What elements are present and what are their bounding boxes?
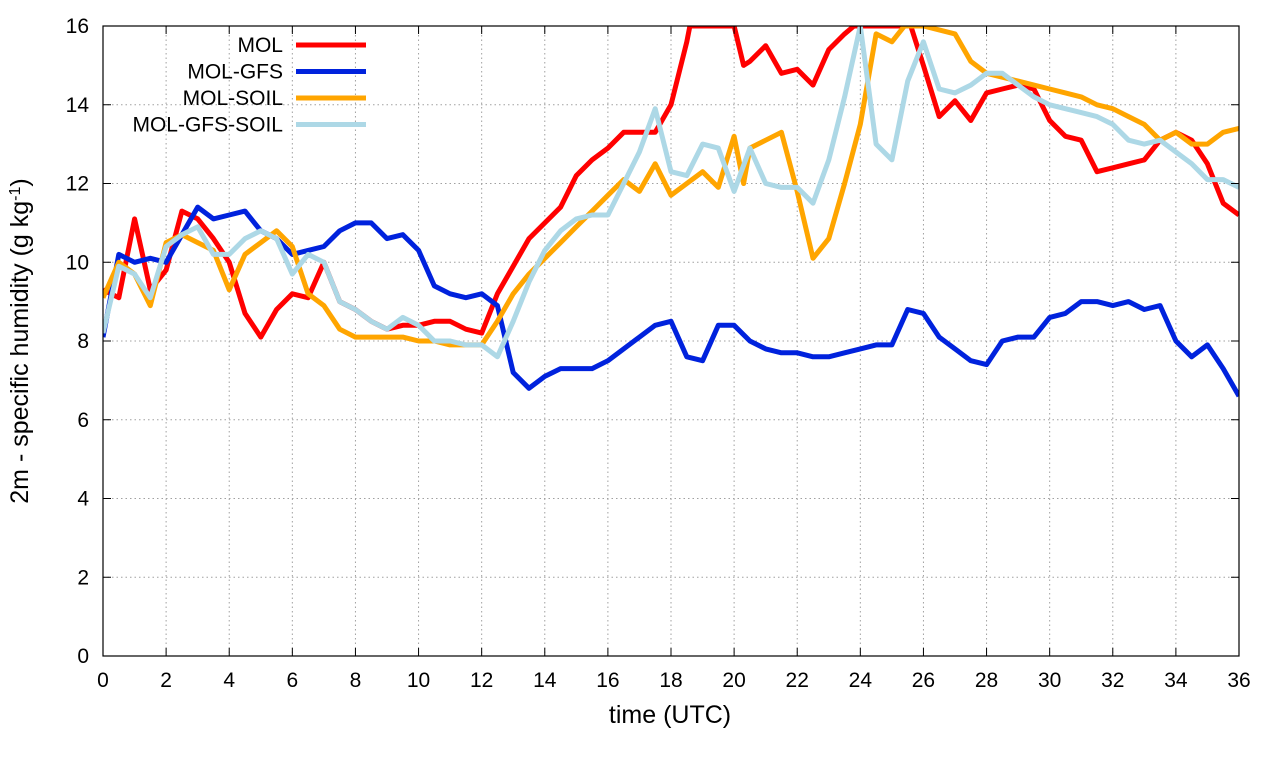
- x-tick-label: 36: [1227, 669, 1250, 692]
- x-tick-label: 16: [596, 669, 619, 692]
- x-tick-label: 2: [160, 669, 172, 692]
- series-line-mol-soil: [103, 26, 1239, 348]
- x-tick-label: 6: [286, 669, 298, 692]
- x-tick-label: 10: [407, 669, 430, 692]
- x-tick-label: 8: [350, 669, 362, 692]
- x-axis-title: time (UTC): [609, 701, 731, 729]
- y-tick-label: 10: [66, 251, 89, 274]
- x-tick-label: 0: [97, 669, 109, 692]
- y-tick-label: 8: [77, 330, 89, 353]
- legend: MOL MOL-GFS MOL-SOIL MOL-GFS-SOIL: [132, 34, 366, 137]
- x-tick-label: 18: [659, 669, 682, 692]
- series-line-mol: [103, 26, 1239, 340]
- x-tick-label: 20: [722, 669, 745, 692]
- y-tick-label: 14: [66, 94, 90, 117]
- x-tick-label: 28: [975, 669, 998, 692]
- y-axis-title-superscript: -1: [7, 187, 24, 201]
- x-tick-label: 34: [1164, 669, 1188, 692]
- legend-label: MOL-GFS-SOIL: [132, 114, 283, 137]
- y-tick-label: 2: [77, 566, 89, 589]
- legend-label: MOL: [237, 34, 283, 57]
- series-group: [103, 26, 1239, 398]
- y-tick-label: 16: [66, 15, 89, 38]
- y-tick-label: 4: [77, 488, 89, 511]
- y-tick-label: 0: [77, 645, 89, 668]
- x-tick-label: 14: [533, 669, 557, 692]
- x-tick-label: 26: [912, 669, 935, 692]
- series-line-mol-gfs-soil: [103, 26, 1239, 360]
- y-tick-label: 6: [77, 409, 89, 432]
- y-tick-label: 12: [66, 173, 89, 196]
- x-tick-label: 30: [1038, 669, 1061, 692]
- x-tick-label: 22: [786, 669, 809, 692]
- x-tick-label: 4: [223, 669, 235, 692]
- x-tick-label: 24: [849, 669, 873, 692]
- series-line-mol-gfs: [103, 204, 1239, 398]
- x-tick-label: 32: [1101, 669, 1124, 692]
- y-axis-title: 2m - specific humidity (g kg-1): [6, 178, 34, 503]
- legend-label: MOL-SOIL: [183, 87, 283, 110]
- y-axis-title-close: ): [6, 178, 34, 186]
- y-axis-title-main: 2m - specific humidity (g kg: [6, 201, 34, 504]
- x-tick-label: 12: [470, 669, 493, 692]
- legend-label: MOL-GFS: [187, 61, 283, 84]
